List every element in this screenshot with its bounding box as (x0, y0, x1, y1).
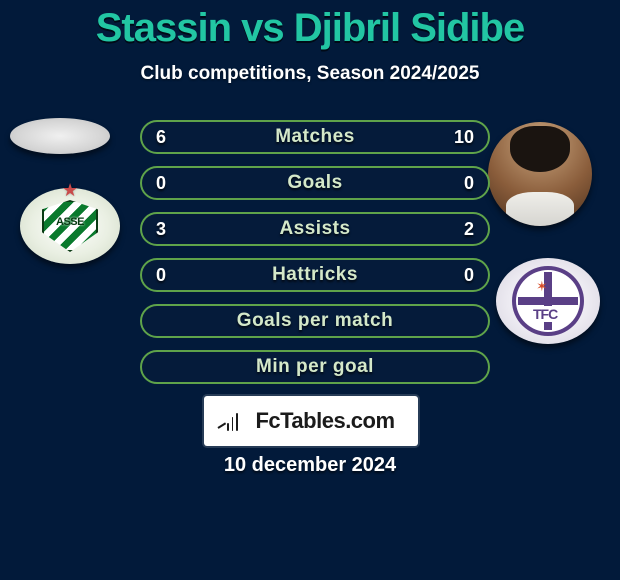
comparison-subtitle: Club competitions, Season 2024/2025 (0, 63, 620, 85)
stats-panel: 6 Matches 10 0 Goals 0 3 Assists 2 0 Hat… (140, 120, 490, 396)
stat-row: 0 Goals 0 (140, 166, 490, 200)
stat-right-value: 0 (464, 173, 474, 194)
stat-left-value: 0 (156, 265, 166, 286)
player-right-portrait (488, 122, 592, 226)
stat-left-value: 0 (156, 173, 166, 194)
stat-row: 0 Hattricks 0 (140, 258, 490, 292)
brand-link[interactable]: FcTables.com (204, 396, 418, 446)
stat-left-value: 6 (156, 127, 166, 148)
occitan-cross-icon: ✶ (536, 278, 548, 295)
generated-date: 10 december 2024 (0, 454, 620, 477)
stat-label: Matches (275, 126, 355, 148)
stat-row: 6 Matches 10 (140, 120, 490, 154)
player-left-portrait (10, 118, 110, 154)
club-right-abbrev: TFC (530, 306, 560, 322)
bar-chart-icon (227, 411, 249, 431)
stat-row: Min per goal (140, 350, 490, 384)
stat-label: Assists (279, 218, 350, 240)
stat-label: Min per goal (256, 356, 374, 378)
stat-right-value: 0 (464, 265, 474, 286)
stat-label: Goals per match (237, 310, 393, 332)
brand-text: FcTables.com (255, 408, 394, 434)
stat-left-value: 3 (156, 219, 166, 240)
stat-label: Hattricks (272, 264, 358, 286)
stat-right-value: 2 (464, 219, 474, 240)
player-left-club-badge: ★ (20, 178, 120, 264)
player-right-club-badge: ✶ TFC (496, 258, 600, 346)
stat-label: Goals (287, 172, 342, 194)
star-icon: ★ (62, 180, 78, 201)
stat-right-value: 10 (454, 127, 474, 148)
stat-row: 3 Assists 2 (140, 212, 490, 246)
comparison-title: Stassin vs Djibril Sidibe (0, 0, 620, 51)
stat-row: Goals per match (140, 304, 490, 338)
